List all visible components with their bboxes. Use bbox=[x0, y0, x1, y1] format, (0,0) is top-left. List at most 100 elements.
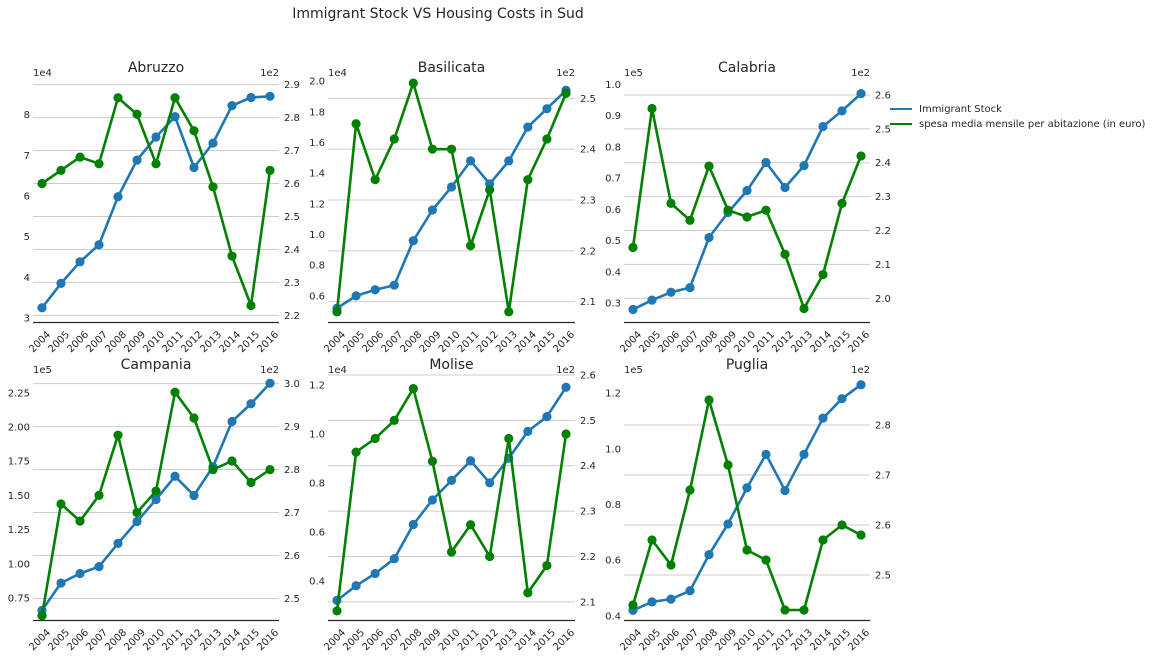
data-point bbox=[561, 429, 571, 439]
data-point bbox=[485, 551, 495, 562]
panel-title: Calabria bbox=[718, 60, 776, 76]
data-point bbox=[427, 495, 438, 505]
right-tick-label: 2.3 bbox=[875, 192, 891, 203]
series-line-spesa-media-mensile- bbox=[631, 107, 863, 310]
data-point bbox=[818, 121, 828, 132]
data-point bbox=[408, 519, 418, 530]
right-tick-label: 2.0 bbox=[875, 294, 891, 305]
left-tick-label: 0.4 bbox=[605, 611, 621, 622]
panel-basilicata: Basilicata 1e4 1e2 0.6 0.8 1.0 1.2 1.4 1.6 1.8 2.0… bbox=[309, 60, 596, 355]
data-point bbox=[351, 447, 361, 457]
left-tick-label: 0.3 bbox=[605, 299, 621, 310]
left-tick-label: 6 bbox=[24, 191, 30, 202]
data-point bbox=[666, 560, 676, 570]
data-point bbox=[389, 280, 399, 290]
data-point bbox=[170, 471, 180, 481]
right-axis-offset-label: 1e2 bbox=[260, 365, 279, 376]
left-tick-label: 2.25 bbox=[8, 388, 30, 399]
data-point bbox=[723, 519, 733, 529]
left-tick-label: 8 bbox=[24, 110, 30, 121]
data-point bbox=[561, 382, 571, 392]
series-line-immigrant-stock bbox=[336, 89, 567, 310]
figure-suptitle: Immigrant Stock VS Housing Costs in Sud bbox=[292, 6, 584, 22]
data-point bbox=[351, 119, 361, 129]
data-point bbox=[685, 215, 695, 225]
data-point bbox=[265, 378, 275, 388]
x-tick-label: 2016 bbox=[846, 329, 872, 355]
data-point bbox=[113, 192, 123, 202]
left-tick-label: 1.25 bbox=[8, 525, 30, 536]
data-point bbox=[370, 175, 380, 185]
series-line-spesa-media-mensile- bbox=[335, 81, 568, 314]
data-point bbox=[666, 198, 676, 208]
left-tick-label: 4 bbox=[24, 273, 30, 284]
legend-label-immigrant-stock: Immigrant Stock bbox=[919, 104, 1002, 115]
left-axis-offset-label: 1e5 bbox=[624, 68, 643, 79]
left-tick-label: 1.8 bbox=[309, 107, 325, 118]
data-point bbox=[465, 456, 476, 466]
left-tick-label: 2.0 bbox=[309, 77, 325, 88]
data-point bbox=[723, 205, 733, 215]
left-tick-label: 0.9 bbox=[605, 111, 621, 122]
data-point bbox=[446, 475, 457, 485]
data-point bbox=[485, 185, 495, 195]
right-tick-label: 2.4 bbox=[875, 158, 891, 169]
data-point bbox=[170, 93, 180, 103]
right-tick-label: 2.5 bbox=[284, 212, 300, 223]
data-point bbox=[151, 486, 161, 496]
data-point bbox=[761, 157, 771, 168]
right-axis-offset-label: 1e2 bbox=[556, 68, 575, 79]
left-axis-offset-label: 1e4 bbox=[328, 365, 347, 376]
right-tick-label: 2.3 bbox=[580, 507, 596, 518]
left-tick-label: 0.4 bbox=[309, 576, 325, 587]
data-point bbox=[799, 303, 809, 314]
left-axis-offset-label: 1e5 bbox=[33, 365, 52, 376]
left-tick-label: 0.6 bbox=[605, 205, 621, 216]
data-point bbox=[628, 242, 638, 253]
data-point bbox=[351, 581, 361, 591]
data-point bbox=[647, 295, 657, 305]
data-point bbox=[628, 600, 638, 610]
panel-campania: Campania 1e5 1e2 0.75 1.00 1.25 1.50 1.75 2.00 2.… bbox=[8, 357, 300, 653]
data-point bbox=[227, 456, 237, 466]
data-point bbox=[542, 560, 552, 571]
data-point bbox=[56, 278, 66, 288]
data-point bbox=[37, 178, 47, 189]
data-point bbox=[856, 380, 866, 390]
data-point bbox=[542, 412, 552, 422]
left-axis-offset-label: 1e4 bbox=[328, 68, 347, 79]
right-tick-label: 2.3 bbox=[284, 278, 300, 289]
left-tick-label: 0.4 bbox=[605, 267, 621, 278]
left-axis-offset-label: 1e5 bbox=[624, 365, 643, 376]
data-point bbox=[389, 134, 399, 144]
data-point bbox=[628, 304, 638, 315]
left-tick-label: 0.7 bbox=[605, 174, 621, 185]
data-point bbox=[227, 101, 237, 111]
data-point bbox=[227, 251, 237, 261]
data-point bbox=[227, 416, 237, 427]
panel-title: Puglia bbox=[726, 357, 768, 373]
left-tick-label: 5 bbox=[24, 232, 30, 243]
data-point bbox=[56, 165, 66, 175]
data-point bbox=[761, 205, 771, 215]
right-tick-label: 2.9 bbox=[284, 422, 300, 433]
right-tick-label: 2.6 bbox=[875, 521, 891, 532]
data-point bbox=[647, 597, 657, 607]
data-point bbox=[189, 126, 199, 136]
left-tick-label: 0.8 bbox=[605, 142, 621, 153]
right-tick-label: 2.6 bbox=[875, 90, 891, 101]
data-point bbox=[685, 485, 695, 495]
data-point bbox=[780, 249, 790, 259]
data-point bbox=[427, 205, 438, 215]
left-tick-label: 1.75 bbox=[8, 457, 30, 468]
series-line-spesa-media-mensile- bbox=[631, 398, 862, 612]
data-point bbox=[170, 112, 180, 122]
data-point bbox=[742, 483, 752, 493]
data-point bbox=[504, 156, 514, 166]
data-point bbox=[504, 433, 514, 444]
data-point bbox=[332, 307, 342, 317]
x-tick-label: 2016 bbox=[551, 627, 577, 653]
data-point bbox=[647, 535, 657, 545]
legend-label-housing-cost: spesa media mensile per abitazione (in e… bbox=[919, 119, 1145, 130]
right-tick-label: 2.9 bbox=[284, 80, 300, 91]
